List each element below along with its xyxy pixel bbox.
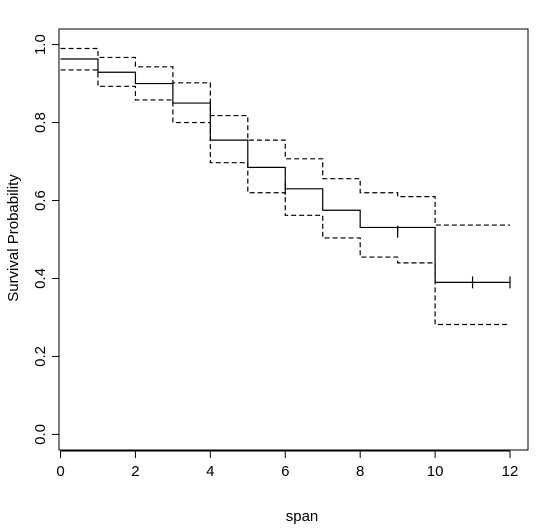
y-tick-label: 0.4 (32, 268, 49, 289)
confidence-band-line (60, 47, 511, 226)
y-tick-label: 1.0 (32, 34, 49, 55)
x-tick-label: 2 (131, 463, 139, 480)
x-tick-label: 0 (56, 463, 64, 480)
survival-curves (60, 47, 511, 326)
y-tick-label: 0.6 (32, 190, 49, 211)
y-axis: 0.0 0.2 0.4 0.6 0.8 1.0 (32, 34, 60, 445)
confidence-band-line (60, 69, 511, 326)
x-tick-label: 4 (206, 463, 214, 480)
x-tick-label: 12 (502, 463, 519, 480)
survival-curve (60, 58, 511, 283)
x-axis: 0 2 4 6 8 10 12 (56, 450, 519, 480)
x-tick-label: 8 (356, 463, 364, 480)
x-axis-title: span (286, 508, 319, 525)
y-tick-label: 0.8 (32, 112, 49, 133)
plot-frame (58, 28, 529, 451)
x-tick-label: 10 (427, 463, 444, 480)
x-tick-label: 6 (281, 463, 289, 480)
y-axis-title: Survival Probability (5, 174, 22, 302)
y-tick-label: 0.2 (32, 346, 49, 367)
y-tick-label: 0.0 (32, 424, 49, 445)
